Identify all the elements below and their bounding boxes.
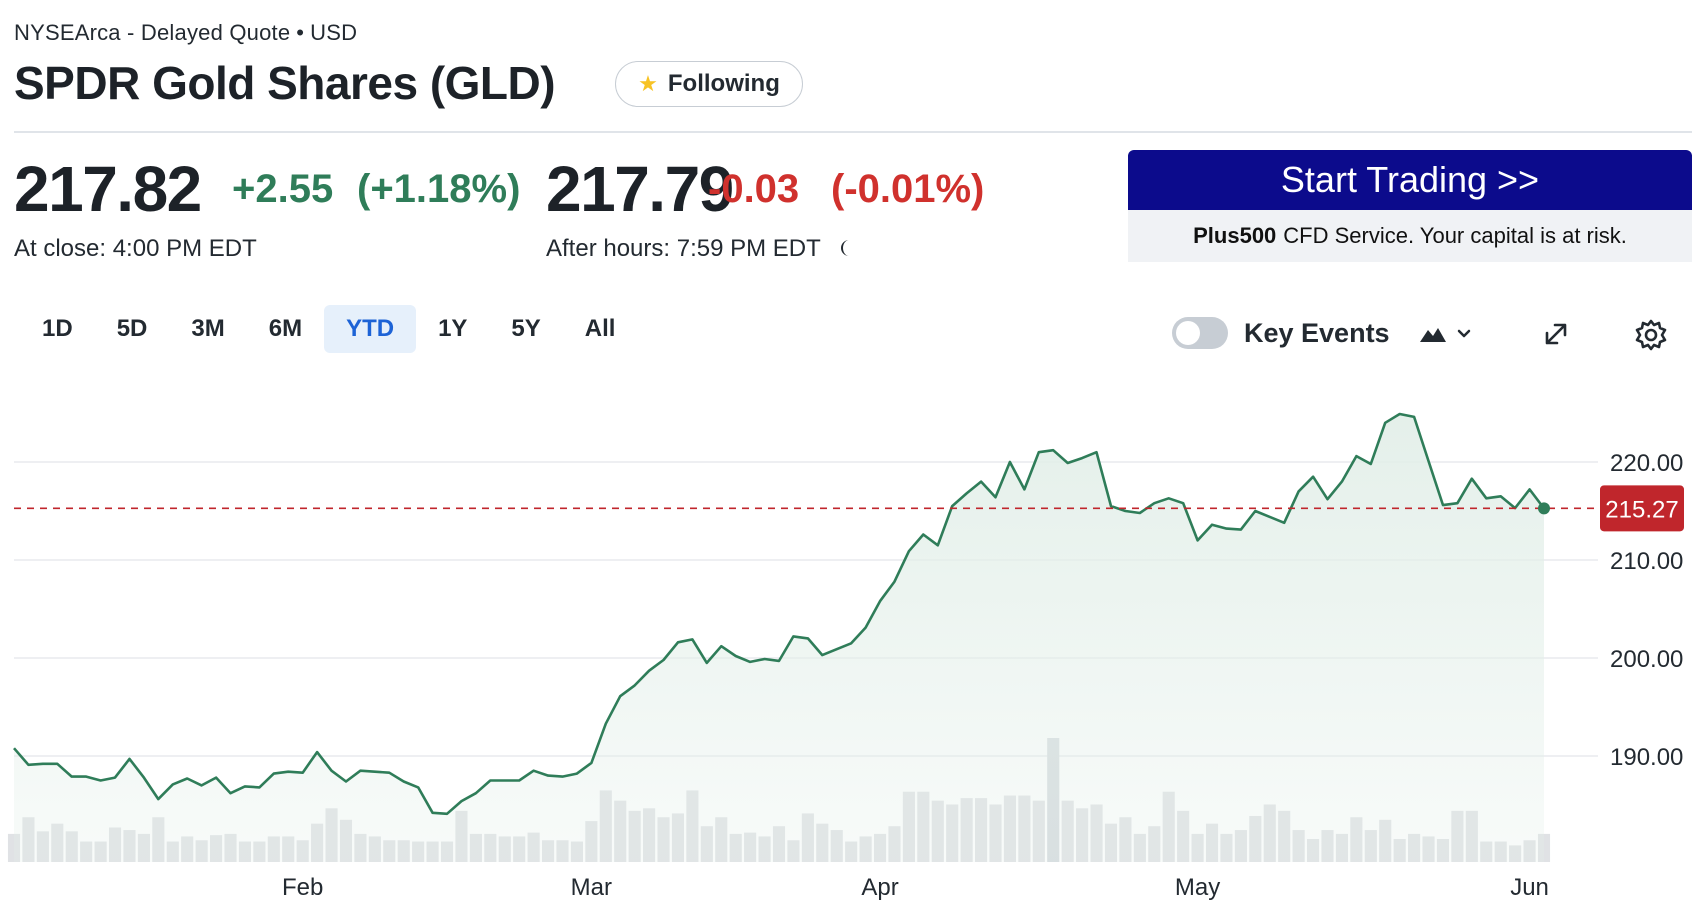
y-tick-label: 220.00 [1610,450,1683,477]
close-change: +2.55 [232,167,334,211]
x-tick-label: Feb [282,874,323,901]
range-1d[interactable]: 1D [42,315,73,342]
moon-icon [841,240,849,256]
close-time-label: At close: 4:00 PM EDT [14,235,257,262]
y-tick-label: 200.00 [1610,646,1683,673]
ad-brand: Plus500 [1193,223,1277,248]
currency-label: USD [310,20,358,45]
star-icon: ★ [638,71,658,96]
price-line [13,412,1546,816]
price-tag [1600,485,1684,532]
price-chart[interactable]: 220.00 210.00 200.00 190.00 215.27 Feb Mar Apr M… [0,380,1706,914]
price-tag-label: 215.27 [1605,496,1678,523]
mountain-chart-icon [1420,328,1446,342]
range-5y[interactable]: 5Y [511,315,541,342]
chevron-down-icon [1457,329,1471,338]
close-price: 217.82 [14,153,202,225]
after-hours-change-pct: (-0.01%) [831,167,985,211]
header-divider [14,131,1692,133]
price-area [14,414,1544,862]
gear-icon[interactable] [1634,318,1668,352]
y-tick-label: 210.00 [1610,548,1683,575]
expand-icon[interactable] [1540,318,1572,350]
range-all[interactable]: All [584,315,616,342]
x-tick-label: Mar [571,874,612,901]
range-6m[interactable]: 6M [268,315,303,342]
exchange-label: NYSEArca - Delayed Quote [14,20,291,45]
range-selector: 1D 5D 3M 6M YTD 1Y 5Y All [20,305,637,353]
start-trading-button[interactable]: Start Trading >> [1128,150,1692,210]
close-change-pct: (+1.18%) [357,167,521,211]
chart-type-button[interactable] [1418,320,1474,348]
after-hours-change: -0.03 [708,167,800,211]
separator-dot: • [296,20,305,45]
range-5d[interactable]: 5D [116,315,148,342]
x-tick-label: Jun [1510,874,1549,901]
ad-disclaimer: Plus500 CFD Service. Your capital is at … [1128,210,1692,262]
range-ytd[interactable]: YTD [324,305,417,353]
exchange-info: NYSEArca - Delayed Quote • USD [14,20,357,46]
key-events-label: Key Events [1244,318,1390,348]
last-price-dot [1538,502,1550,515]
after-hours-price: 217.79 [546,153,734,225]
follow-label: Following [667,70,780,97]
ad-disclaimer-text: CFD Service. Your capital is at risk. [1283,223,1627,248]
range-3m[interactable]: 3M [191,315,225,342]
key-events-toggle[interactable] [1172,317,1228,349]
x-tick-label: May [1175,874,1220,901]
x-tick-label: Apr [861,874,898,901]
follow-button[interactable]: ★ Following [615,61,803,107]
range-1y[interactable]: 1Y [438,315,468,342]
toggle-knob [1176,321,1200,345]
y-tick-label: 190.00 [1610,744,1683,771]
page-title: SPDR Gold Shares (GLD) [14,57,556,109]
after-hours-time-label: After hours: 7:59 PM EDT [546,235,821,262]
